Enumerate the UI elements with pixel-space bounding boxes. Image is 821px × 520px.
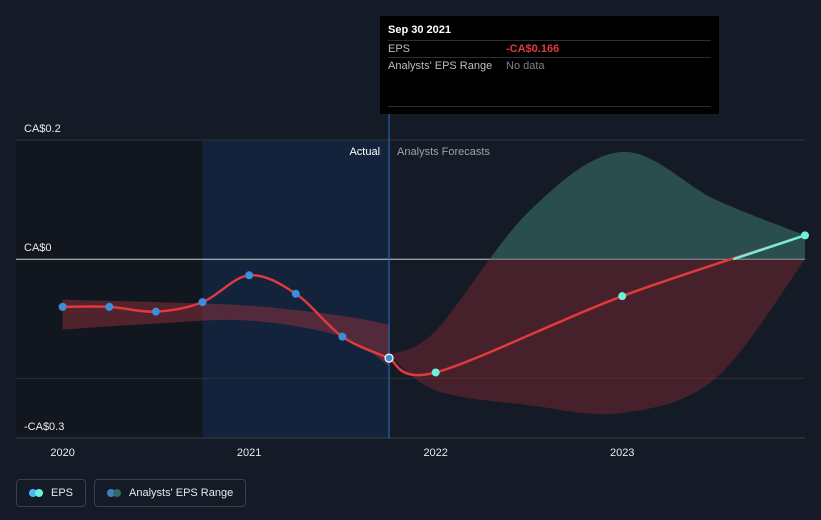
eps-actual-point-3 (198, 298, 207, 307)
tooltip-row-range: Analysts' EPS Range No data (388, 57, 711, 74)
eps-actual-point-6 (338, 332, 347, 341)
forecast-label: Analysts Forecasts (397, 146, 490, 158)
eps-actual-point-7 (384, 353, 394, 363)
historical-range-band (62, 299, 390, 367)
tooltip-range-key: Analysts' EPS Range (388, 60, 493, 72)
tooltip-eps-key: EPS (388, 43, 411, 55)
tooltip-row-eps: EPS -CA$0.166 (388, 40, 711, 57)
y-tick-label-1: CA$0 (24, 242, 52, 254)
legend-item-eps[interactable]: EPS (16, 479, 87, 507)
legend-item-eps-range[interactable]: Analysts' EPS Range (94, 479, 247, 507)
actual-label: Actual (349, 146, 380, 158)
tooltip-range-value: No data (506, 60, 545, 72)
actual-region-highlight (202, 140, 390, 438)
x-tick-label-3: 2023 (610, 447, 634, 459)
eps-forecast-point-1 (618, 292, 627, 301)
chart-legend: EPS Analysts' EPS Range (16, 479, 247, 507)
tooltip-eps-value: -CA$0.166 (506, 43, 560, 55)
tooltip-divider (388, 106, 711, 107)
eps-actual-line (62, 274, 390, 360)
eps-actual-point-0 (58, 302, 67, 311)
legend-label-eps: EPS (51, 487, 74, 499)
eps-actual-point-5 (291, 289, 300, 298)
eps-legend-icon (29, 489, 45, 497)
eps-actual-point-4 (245, 271, 254, 280)
x-tick-label-0: 2020 (50, 447, 74, 459)
x-tick-label-1: 2021 (237, 447, 261, 459)
eps-actual-point-1 (105, 302, 114, 311)
eps-range-legend-icon (107, 489, 123, 497)
eps-actual-point-2 (151, 307, 160, 316)
tooltip-date: Sep 30 2021 (388, 24, 451, 36)
y-tick-label-0: CA$0.2 (24, 123, 61, 135)
eps-forecast-point-0 (431, 368, 440, 377)
y-tick-label-2: -CA$0.3 (24, 421, 64, 433)
forecast-range-band-positive (489, 151, 805, 260)
forecast-range-band-negative (389, 259, 805, 415)
eps-forecast-positive-segment (732, 234, 806, 261)
legend-label-eps-range: Analysts' EPS Range (129, 487, 234, 499)
eps-forecast-point-2 (801, 231, 809, 240)
x-tick-label-2: 2022 (423, 447, 447, 459)
past-region-shade (16, 140, 203, 438)
data-tooltip: Sep 30 2021 EPS -CA$0.166 Analysts' EPS … (380, 16, 719, 114)
